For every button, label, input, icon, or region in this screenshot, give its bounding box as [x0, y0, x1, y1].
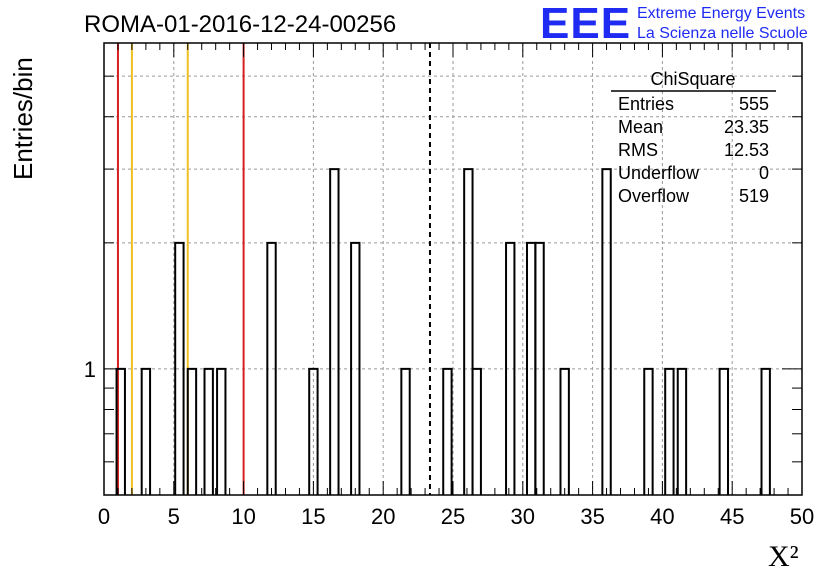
stats-row-value: 23.35: [724, 117, 769, 137]
eee-logo-mark: EEE: [540, 0, 632, 48]
grid: [104, 43, 802, 495]
axis-ticks: [103, 42, 803, 496]
histogram-bar: [664, 367, 675, 495]
x-tick-labels: 0 5 10 15 20 25 30 35 40 45 50: [98, 504, 814, 529]
histogram-bar: [463, 168, 474, 495]
histogram-bar: [266, 241, 277, 495]
stats-row-label: Overflow: [618, 186, 690, 206]
histogram-bins: [115, 168, 771, 495]
x-tick-label: 5: [168, 504, 180, 529]
histogram-bar: [643, 367, 654, 495]
stats-row-value: 555: [739, 94, 769, 114]
x-tick-label: 20: [371, 504, 395, 529]
histogram-bar: [601, 168, 612, 495]
y-tick-labels: 1: [84, 357, 96, 382]
stats-row-label: Mean: [618, 117, 663, 137]
histogram-bar: [174, 241, 185, 495]
x-tick-label: 35: [580, 504, 604, 529]
x-tick-label: 25: [441, 504, 465, 529]
histogram-bar: [140, 367, 152, 495]
stats-row-value: 519: [739, 186, 769, 206]
x-tick-label: 15: [301, 504, 325, 529]
chart-title: ROMA-01-2016-12-24-00256: [84, 11, 396, 38]
histogram-bar: [186, 367, 198, 495]
x-tick-label: 50: [790, 504, 814, 529]
y-axis-label: Entries/bin: [8, 57, 38, 180]
x-tick-label: 10: [231, 504, 255, 529]
histogram-bar: [505, 241, 516, 495]
x-tick-label: 40: [650, 504, 674, 529]
histogram-bar: [442, 367, 453, 495]
histogram-bar: [308, 367, 319, 495]
x-tick-label: 0: [98, 504, 110, 529]
histogram-bar: [350, 241, 361, 495]
stats-title: ChiSquare: [650, 69, 735, 89]
stats-row-value: 0: [759, 163, 769, 183]
histogram-bar: [676, 367, 688, 495]
y-tick-label: 1: [84, 357, 96, 382]
stats-row-label: RMS: [618, 140, 658, 160]
eee-logo-line1: Extreme Energy Events: [637, 5, 806, 22]
x-tick-label: 30: [511, 504, 535, 529]
histogram-bar: [760, 367, 771, 495]
histogram-bar: [400, 367, 411, 495]
histogram-bar: [559, 367, 570, 495]
x-tick-label: 45: [720, 504, 744, 529]
stats-box: ChiSquare Entries 555 Mean 23.35 RMS 12.53 Und…: [611, 69, 776, 206]
x-axis-label: X²: [768, 540, 799, 572]
stats-row-value: 12.53: [724, 140, 769, 160]
stats-row-label: Entries: [618, 94, 674, 114]
histogram-bar: [471, 367, 482, 495]
histogram-bar: [534, 241, 545, 495]
histogram-bar: [718, 367, 730, 495]
histogram-bar: [216, 367, 227, 495]
eee-logo-line2: La Scienza nelle Scuole: [637, 25, 808, 42]
histogram-bar: [203, 367, 214, 495]
stats-row-label: Underflow: [618, 163, 700, 183]
histogram-bar: [329, 168, 340, 495]
